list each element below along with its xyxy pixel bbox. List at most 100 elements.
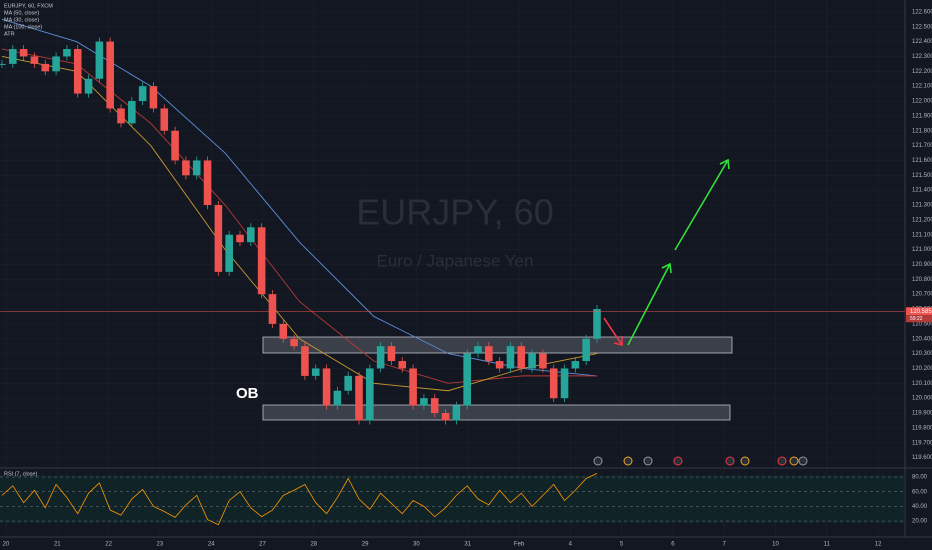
candle <box>225 234 233 272</box>
y-tick-label: 122.100 <box>912 84 932 90</box>
rsi-tick-label: 80.00 <box>912 475 928 481</box>
candle <box>117 108 125 124</box>
x-tick-label: 30 <box>413 542 420 548</box>
event-icon[interactable] <box>798 456 808 466</box>
candle <box>311 368 320 376</box>
candle <box>290 338 298 347</box>
arrow-up-1 <box>627 262 672 346</box>
zone-upper <box>262 336 733 354</box>
candle <box>9 49 17 64</box>
moving-average <box>1 48 597 384</box>
y-tick-label: 121.200 <box>912 217 932 223</box>
y-tick-label: 122.400 <box>912 39 932 45</box>
arrow-down <box>603 317 623 347</box>
candle <box>571 361 580 369</box>
y-tick-label: 120.000 <box>912 396 932 402</box>
x-tick-label: 28 <box>310 542 317 548</box>
event-icon[interactable] <box>643 456 653 466</box>
candle <box>344 375 352 391</box>
arrows <box>603 158 730 347</box>
candle <box>376 346 385 369</box>
event-icon[interactable] <box>740 456 750 466</box>
y-tick-label: 122.600 <box>912 9 932 15</box>
candle <box>420 398 428 406</box>
event-icon[interactable] <box>673 456 683 466</box>
event-icon[interactable] <box>789 456 799 466</box>
event-icon[interactable] <box>777 456 787 466</box>
candle <box>485 346 493 362</box>
candle <box>409 368 417 406</box>
current-price-label: 120.585 <box>910 309 932 315</box>
y-tick-label: 120.500 <box>912 321 932 327</box>
legend-indicator: ATR <box>4 31 15 37</box>
y-tick-label: 121.000 <box>912 247 932 253</box>
x-tick-label: 11 <box>824 542 831 548</box>
candle <box>171 130 179 161</box>
candle <box>30 56 39 64</box>
candle <box>430 398 439 414</box>
x-tick-label: 5 <box>620 542 624 548</box>
rsi-tick-label: 40.00 <box>912 504 928 510</box>
y-tick-label: 121.800 <box>912 128 932 134</box>
candle <box>322 368 331 406</box>
candle <box>236 234 244 243</box>
legend-symbol: EURJPY, 60, FXCM <box>4 3 53 9</box>
x-tick-label: 24 <box>208 542 215 548</box>
plot <box>0 18 601 425</box>
candle <box>106 41 114 109</box>
candle <box>517 346 526 369</box>
y-tick-label: 120.800 <box>912 277 932 283</box>
candle <box>182 160 190 176</box>
y-tick-label: 121.900 <box>912 113 932 119</box>
event-icon[interactable] <box>725 456 735 466</box>
candle <box>149 86 158 109</box>
y-tick-label: 122.200 <box>912 69 932 75</box>
candle <box>539 353 547 369</box>
y-tick-label: 120.200 <box>912 366 932 372</box>
candle <box>549 368 558 399</box>
event-icon[interactable] <box>593 456 603 466</box>
candle <box>560 368 569 399</box>
countdown-tag <box>906 315 932 323</box>
x-tick-label: 31 <box>464 542 471 548</box>
current-price-tag <box>906 307 932 316</box>
x-tick-label: 21 <box>54 542 61 548</box>
y-tick-label: 122.500 <box>912 24 932 30</box>
candle <box>192 160 201 176</box>
candle <box>128 101 136 124</box>
zone-lower <box>262 404 731 421</box>
y-tick-label: 120.700 <box>912 292 932 298</box>
event-icon[interactable] <box>623 456 633 466</box>
grid <box>0 0 905 537</box>
y-tick-label: 122.300 <box>912 54 932 60</box>
y-tick-label: 119.600 <box>912 455 932 461</box>
candle <box>19 49 28 57</box>
candle <box>506 346 515 369</box>
candle <box>257 227 266 295</box>
x-tick-label: 7 <box>723 542 727 548</box>
legend-indicator: MA (100, close) <box>4 24 42 30</box>
candle <box>452 405 461 421</box>
candle <box>0 63 6 65</box>
y-tick-label: 119.700 <box>912 440 932 446</box>
annotation-ob: OB <box>236 385 259 402</box>
events <box>593 456 808 466</box>
candle <box>441 413 450 421</box>
rsi-title: RSI (7, close) <box>4 471 37 477</box>
legend-indicator: MA (50, close) <box>4 10 39 16</box>
candle <box>463 353 471 406</box>
candle <box>63 49 71 57</box>
y-tick-label: 121.100 <box>912 232 932 238</box>
candle <box>160 108 169 131</box>
y-tick-label: 120.400 <box>912 336 932 342</box>
rsi-band <box>0 475 905 523</box>
candle <box>398 361 407 369</box>
x-tick-label: 20 <box>3 542 10 548</box>
candle <box>52 56 60 72</box>
x-tick-label: 27 <box>259 542 266 548</box>
candle <box>84 78 93 94</box>
y-tick-label: 121.600 <box>912 158 932 164</box>
y-tick-label: 121.300 <box>912 203 932 209</box>
x-tick-label: 23 <box>157 542 164 548</box>
